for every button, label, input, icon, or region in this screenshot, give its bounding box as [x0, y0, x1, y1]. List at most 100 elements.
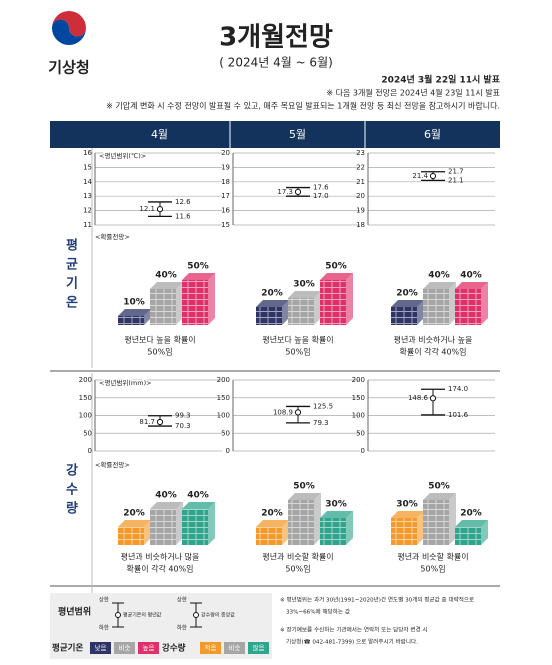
bar-side	[208, 273, 215, 325]
bar-top	[288, 291, 321, 298]
bar-top	[455, 520, 488, 527]
legend-swatch	[90, 642, 111, 654]
bar-side	[314, 493, 321, 545]
bar-texture	[423, 289, 449, 325]
value-label: 99.3	[175, 412, 191, 420]
value-label: 79.3	[313, 419, 329, 427]
range-label: <평년범위(℃)>	[99, 151, 146, 160]
org: 기상청	[48, 59, 89, 77]
caption: 50%임	[285, 565, 310, 574]
caption: 평년과 비슷할 확률이	[262, 552, 333, 562]
y-tick-label: 15	[221, 221, 230, 229]
bar-top	[256, 520, 289, 527]
normal-mark	[429, 395, 437, 402]
y-tick-label: 0	[226, 447, 230, 455]
bar-texture	[455, 289, 481, 325]
legend-mark	[115, 612, 121, 618]
bar-texture	[320, 280, 346, 325]
bar-texture	[391, 307, 417, 325]
y-tick-label: 150	[352, 394, 365, 402]
bar-side	[208, 502, 215, 545]
caption: 평년보다 높을 확률이	[262, 335, 333, 345]
prob-label: <확률전망>	[95, 460, 130, 469]
range-label: <평년범위(mm)>	[99, 378, 152, 387]
legend-text: 강수량의 중앙값	[201, 612, 235, 619]
y-tick-label: 14	[83, 178, 92, 186]
bar-top	[391, 300, 424, 307]
value-label: 21.1	[448, 176, 464, 184]
caption: 50%임	[285, 348, 310, 357]
value-label: 21.7	[448, 168, 464, 176]
bar-top	[182, 273, 215, 280]
legend-note: 기상청(☎ 042-481-7399) 으로 알려주시기 바랍니다.	[286, 638, 418, 646]
bar-side	[346, 273, 353, 325]
legend-text: 하한	[99, 624, 109, 632]
normal-mark	[156, 206, 164, 213]
value-label: 70.3	[175, 422, 191, 430]
bar-side	[282, 520, 289, 545]
bar-side	[481, 282, 488, 325]
legend-swatch	[248, 642, 269, 654]
bar-texture	[256, 527, 282, 545]
caption: 평년과 비슷하거나 높을	[394, 335, 473, 345]
caption: 평년과 비슷할 확률이	[397, 552, 468, 562]
prob-label: <확률전망>	[95, 232, 130, 241]
legend-swatch	[224, 642, 245, 654]
legend-item: 적음	[205, 644, 217, 652]
bar-top	[423, 493, 456, 500]
y-tick-label: 12	[83, 207, 92, 215]
issued: 2024년 3월 22일 11시 발표	[381, 74, 500, 86]
y-tick-label: 11	[83, 221, 92, 229]
y-tick-label: 100	[79, 412, 92, 420]
bar-side	[481, 520, 488, 545]
legend-text: 상한	[177, 596, 187, 604]
bar-side	[144, 309, 151, 325]
value-label: 101.6	[448, 411, 469, 419]
legend-note: ※ 장기예보를 수신하는 기관에서는 연락처 또는 담당자 변경 시	[280, 626, 428, 634]
value-label: 17.6	[313, 184, 329, 192]
y-tick-label: 50	[356, 429, 365, 437]
bar-texture	[118, 527, 144, 545]
bar-value-label: 50%	[293, 482, 315, 492]
bar-side	[176, 282, 183, 325]
bar-value-label: 40%	[460, 271, 482, 281]
legend-note: 33%~66%에 해당하는 값	[286, 608, 350, 616]
normal-mark	[156, 418, 164, 426]
legend-label: 평균기온	[52, 643, 83, 654]
section-label: 평균기온	[63, 237, 78, 314]
bar-side	[176, 502, 183, 545]
y-tick-label: 20	[356, 192, 365, 200]
normal-mark	[429, 172, 437, 180]
value-label: 12.6	[175, 198, 191, 206]
bar-texture	[391, 518, 417, 545]
y-tick-label: 19	[356, 207, 365, 215]
bar-texture	[320, 518, 346, 545]
legend-swatch	[114, 642, 135, 654]
value-label: 12.1	[139, 205, 155, 213]
y-tick-label: 100	[352, 412, 365, 420]
bar-texture	[423, 500, 449, 545]
bar-value-label: 20%	[396, 289, 418, 299]
bar-value-label: 40%	[155, 271, 177, 281]
normal-mark	[294, 188, 302, 195]
y-tick-label: 16	[83, 149, 92, 157]
value-label: 125.5	[313, 402, 333, 410]
y-tick-label: 50	[221, 429, 230, 437]
bar-side	[449, 282, 456, 325]
bar-value-label: 20%	[261, 509, 283, 519]
note: ※ 다음 3개월 전망은 2024년 4월 23일 11시 발표	[326, 88, 500, 98]
caption: 확률이 각각 40%임	[126, 564, 193, 574]
bar-value-label: 30%	[293, 280, 315, 290]
y-tick-label: 18	[221, 178, 230, 186]
bar-top	[150, 282, 183, 289]
value-label: 21.4	[412, 172, 428, 180]
bar-texture	[182, 509, 208, 545]
bar-top	[150, 502, 183, 509]
legend-label: 강수량	[162, 643, 186, 654]
value-label: 174.0	[448, 385, 468, 393]
month-label: 5월	[289, 128, 306, 141]
y-tick-label: 150	[79, 394, 92, 402]
legend-item: 높음	[143, 644, 155, 652]
period: ( 2024년 4월 ~ 6월)	[219, 56, 333, 70]
